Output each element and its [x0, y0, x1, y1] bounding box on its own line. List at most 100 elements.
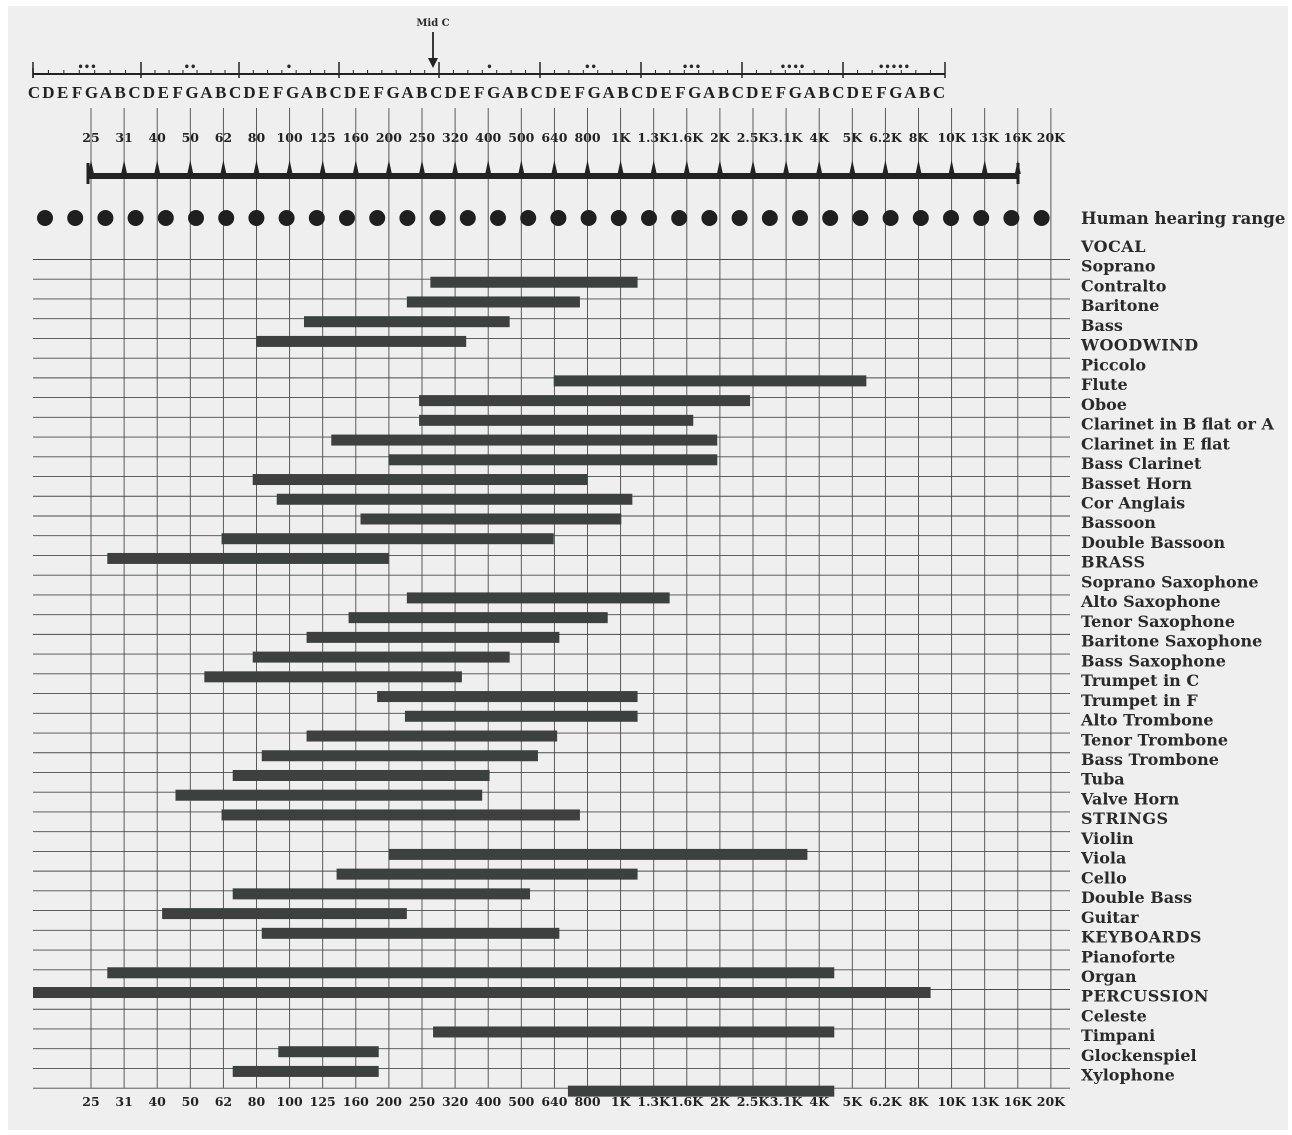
instrument-label: Bass Clarinet — [1081, 454, 1202, 473]
bottom-freq-tick: 125 — [310, 1094, 336, 1109]
note-letter: C — [732, 83, 744, 102]
category-label: BRASS — [1081, 553, 1146, 572]
range-bar — [306, 631, 560, 643]
instrument-label: Glockenspiel — [1081, 1046, 1197, 1065]
note-letter: E — [862, 83, 873, 102]
top-freq-tick: 4K — [809, 130, 830, 145]
instrument-label: Tuba — [1081, 770, 1125, 789]
hearing-dot — [459, 210, 476, 226]
instrument-label: Tenor Saxophone — [1081, 612, 1235, 631]
note-letter: E — [761, 83, 772, 102]
hearing-dot — [792, 210, 808, 226]
note-letter: B — [919, 83, 930, 102]
range-bar — [388, 454, 718, 466]
bottom-freq-tick: 5K — [843, 1094, 864, 1109]
hearing-dot — [943, 210, 959, 226]
hearing-dot — [822, 210, 839, 226]
note-letter: A — [602, 83, 615, 102]
range-axis-spike — [286, 160, 293, 174]
note-letter: F — [575, 83, 585, 102]
range-bar — [306, 730, 558, 742]
octave-marker: •• — [584, 62, 597, 73]
top-freq-tick: 5K — [843, 130, 864, 145]
range-bar — [107, 967, 835, 979]
instrument-label: Baritone — [1081, 296, 1159, 315]
instrument-label: Bass Saxophone — [1081, 651, 1226, 670]
instrument-label: Clarinet in E flat — [1081, 434, 1231, 453]
range-axis-spike — [716, 160, 723, 174]
instrument-label: Basset Horn — [1081, 474, 1192, 493]
note-letter: F — [72, 83, 82, 102]
hearing-dot — [882, 210, 899, 226]
octave-marker: ••••• — [878, 62, 910, 73]
range-bar — [430, 276, 638, 288]
hearing-dot — [37, 210, 53, 226]
bottom-freq-tick: 6.2K — [869, 1094, 903, 1109]
range-axis-spike — [253, 160, 260, 174]
note-letter: A — [804, 83, 817, 102]
bottom-freq-tick: 80 — [248, 1094, 266, 1109]
instrument-label: Alto Trombone — [1080, 711, 1214, 730]
note-letter: B — [617, 83, 628, 102]
top-freq-tick: 8K — [909, 130, 930, 145]
hearing-dot — [188, 210, 204, 226]
note-letter: A — [200, 83, 213, 102]
range-bar — [261, 927, 560, 939]
note-letter: G — [688, 83, 701, 102]
note-letter: A — [301, 83, 314, 102]
mid-c-label: Mid C — [416, 18, 449, 29]
hearing-dot — [490, 210, 506, 226]
instrument-label: Bass Trombone — [1081, 750, 1219, 769]
range-bar — [278, 1046, 379, 1058]
top-freq-tick: 3.1K — [770, 130, 804, 145]
hearing-dot — [278, 210, 295, 226]
note-letter: C — [933, 83, 945, 102]
hearing-dot — [852, 210, 869, 226]
range-bar — [331, 434, 718, 446]
range-axis-spike — [154, 160, 161, 174]
top-freq-tick: 1.3K — [637, 130, 671, 145]
note-letter: C — [832, 83, 844, 102]
top-freq-tick: 2.5K — [737, 130, 771, 145]
note-letter: A — [100, 83, 113, 102]
bottom-freq-tick: 1.6K — [670, 1094, 704, 1109]
range-bar — [406, 592, 670, 604]
hearing-dot — [973, 210, 990, 226]
range-bar — [232, 769, 490, 781]
range-axis-spike — [584, 160, 591, 174]
bottom-freq-tick: 640 — [541, 1094, 567, 1109]
range-bar — [221, 809, 580, 821]
hearing-dot — [308, 210, 325, 226]
note-letter: E — [560, 83, 571, 102]
bottom-freq-tick: 2K — [710, 1094, 731, 1109]
note-letter: E — [660, 83, 671, 102]
note-letter: G — [85, 83, 98, 102]
bottom-freq-tick: 16K — [1004, 1094, 1033, 1109]
category-label: KEYBOARDS — [1081, 928, 1202, 947]
note-letter: D — [143, 83, 155, 102]
hearing-dot — [248, 210, 265, 226]
note-letter: F — [273, 83, 283, 102]
note-letter: C — [531, 83, 543, 102]
range-axis-spike — [948, 160, 955, 174]
instrument-label: Viola — [1080, 849, 1126, 868]
note-letter: D — [344, 83, 356, 102]
bottom-freq-tick: 4K — [809, 1094, 830, 1109]
note-letter: G — [185, 83, 198, 102]
range-bar — [162, 908, 407, 920]
hearing-dot — [97, 210, 114, 226]
note-letter: G — [889, 83, 902, 102]
instrument-label: Xylophone — [1081, 1066, 1175, 1085]
top-freq-tick: 2K — [710, 130, 731, 145]
range-bar — [221, 533, 554, 545]
bottom-freq-tick: 50 — [182, 1094, 200, 1109]
range-axis-spike — [220, 160, 227, 174]
range-bar — [232, 1065, 379, 1077]
bottom-freq-tick: 160 — [343, 1094, 369, 1109]
bottom-freq-tick: 2.5K — [737, 1094, 771, 1109]
bottom-freq-tick: 31 — [115, 1094, 132, 1109]
range-bar — [175, 789, 483, 801]
range-bar — [256, 335, 467, 347]
